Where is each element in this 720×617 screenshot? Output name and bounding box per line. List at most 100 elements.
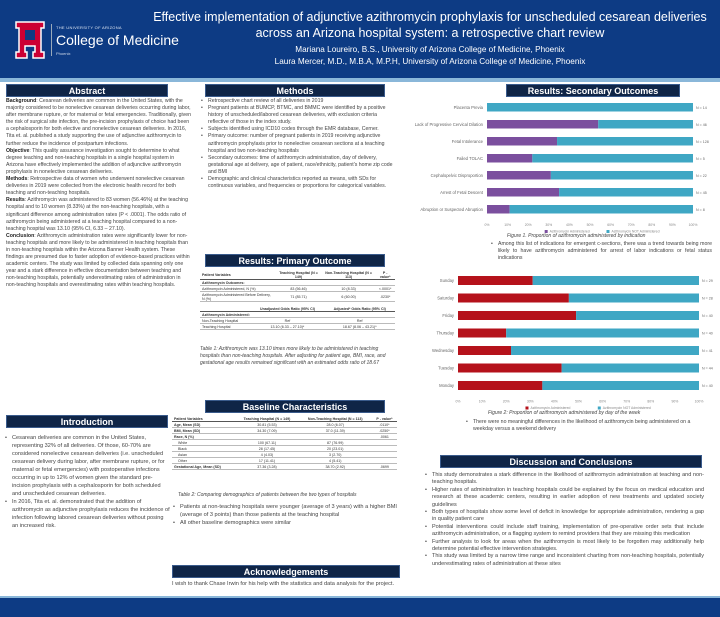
methods-bullet: Primary outcome: number of pregnant pati… — [200, 133, 395, 154]
x-tick-label: 30% — [527, 400, 534, 404]
poster-title: Effective implementation of adjunctive a… — [153, 10, 707, 40]
header-stripe — [0, 78, 720, 82]
x-tick-label: 0% — [485, 223, 490, 227]
table-cell: 17 (11.41) — [235, 457, 299, 464]
legend-swatch — [544, 230, 548, 233]
table-header: Adjusted* Odds Ratio (95% CI) — [324, 306, 395, 312]
methods-heading: Methods — [205, 84, 385, 97]
figure-2-bullet: There were no meaningful differences in … — [465, 419, 710, 433]
acknowledgements-heading: Acknowledgements — [172, 565, 400, 578]
bar-segment-not-administered — [506, 328, 699, 338]
n-label: N = 40 — [702, 314, 713, 318]
category-label: Sunday — [440, 278, 455, 283]
table-cell: 3 (2.70) — [298, 451, 372, 458]
table-header: Patient Variables — [200, 270, 276, 280]
table-row: Azithromycin Administered: — [200, 311, 395, 318]
table-cell: 37.36 (3.28) — [235, 463, 299, 470]
bar-segment-administered — [458, 346, 512, 355]
author-1: Mariana Loureiro, B.S., University of Ar… — [295, 45, 565, 54]
table-header-row: Patient Variables Teaching Hospital (N =… — [200, 270, 395, 280]
x-tick-label: 40% — [551, 400, 558, 404]
discussion-bullet: This study demonstrates a stark differen… — [424, 472, 704, 487]
table-cell: Asian — [172, 451, 236, 458]
table-row: Age, Mean (SD) 30.81 (5.53) 28.0 (6.07) .01… — [172, 421, 397, 428]
category-label: Abruption or Suspected Abruption — [420, 207, 483, 212]
legend-swatch — [525, 406, 529, 410]
x-tick-label: 80% — [648, 223, 655, 227]
university-name: THE UNIVERSITY OF ARIZONA — [56, 25, 122, 30]
methods-bullet: Demographic and clinical characteristics… — [200, 176, 395, 190]
category-label: Failed TOLAC — [457, 156, 483, 161]
bar-segment-not-administered — [568, 293, 699, 303]
figure-1-caption: Figure 1. Proportion of azithromycin adm… — [507, 233, 646, 239]
table-header-row: Unadjusted Odds Ratio (95% CI) Adjusted*… — [200, 306, 395, 312]
category-label: Cephalopelvic Disproportion — [431, 173, 484, 178]
n-label: N = 40 — [702, 332, 713, 336]
table-cell: 37.0 (11.39) — [298, 427, 372, 434]
table-header: P - value* — [371, 416, 397, 422]
primary-outcome-heading: Results: Primary Outcome — [205, 254, 385, 267]
table-cell: 30.81 (5.53) — [235, 421, 299, 428]
baseline-heading: Baseline Characteristics — [205, 400, 385, 413]
x-tick-label: 100% — [689, 223, 698, 227]
table-header: P - value* — [375, 270, 395, 280]
category-label: Placenta Previa — [454, 105, 484, 110]
table-cell: Teaching Hospital — [200, 323, 251, 330]
baseline-table: Patient Variables Teaching Hospital (N =… — [172, 416, 397, 470]
table-header: Non-Teaching Hospital (N = 113) — [298, 416, 372, 422]
table-row: Teaching Hospital 13.10 (6.33 – 27.10)* … — [200, 323, 395, 330]
table-cell: 20 (23.01) — [298, 445, 372, 452]
authors: Mariana Loureiro, B.S., University of Ar… — [150, 44, 710, 68]
x-tick-label: 20% — [503, 400, 510, 404]
discussion-list: This study demonstrates a stark differen… — [424, 472, 704, 568]
discussion-bullet: Further analysis to look for areas when … — [424, 539, 704, 554]
methods-text: : Retrospective data of women who underw… — [6, 176, 185, 197]
baseline-list: Patients at non-teaching hospitals were … — [172, 503, 397, 527]
legend-swatch — [597, 406, 601, 410]
discussion-bullet: Both types of hospitals show some level … — [424, 509, 704, 524]
bar-segment-not-administered — [511, 346, 699, 355]
introduction-list: Cesarean deliveries are common in the Un… — [4, 434, 170, 530]
acknowledgements-text: I wish to thank Chase Irwin for his help… — [172, 581, 394, 587]
bar-segment-administered — [487, 154, 533, 163]
x-tick-label: 50% — [587, 223, 594, 227]
table-cell: .0250* — [371, 427, 397, 434]
figure-2-caption: Figure 2: Proportion of azithromycin adm… — [488, 410, 641, 416]
bar-segment-administered — [487, 171, 551, 180]
table-row: Race, N (%) .0061 — [172, 433, 397, 440]
methods-bullet: Secondary outcomes: time of azithromycin… — [200, 155, 395, 176]
bar-segment-administered — [487, 137, 558, 146]
table-cell — [371, 451, 397, 458]
intro-bullet: In 2016, Tita et. al. demonstrated that … — [4, 498, 170, 530]
table-cell: BMI, Mean (SD) — [172, 427, 236, 434]
table-1-caption: Table 1: Azithromycin was 13.10 times mo… — [200, 346, 386, 366]
table-cell: Black — [172, 445, 236, 452]
conclusion-text: : Azithromycin administration rates were… — [6, 232, 190, 289]
table-section: Azithromycin Administered: — [200, 311, 395, 318]
table-cell — [298, 433, 372, 440]
category-label: Lack of Progressive Cervical Dilation — [415, 122, 484, 127]
table-cell: Ref — [324, 317, 395, 324]
primary-outcome-table: Patient Variables Teaching Hospital (N =… — [200, 270, 395, 302]
discussion-bullet: This study was limited by a narrow time … — [424, 553, 704, 568]
n-label: N = 29 — [702, 279, 713, 283]
x-tick-label: 90% — [669, 223, 676, 227]
legend-label: Azithromycin Administered — [530, 406, 570, 410]
methods-label: Methods — [6, 176, 28, 183]
campus-name: Phoenix — [56, 51, 71, 56]
legend-swatch — [606, 230, 610, 233]
category-label: Fetal Intolerance — [452, 139, 484, 144]
figure-1-bullet: Among this list of indications for emerg… — [490, 241, 712, 262]
table-cell — [371, 439, 397, 446]
table-cell: Age, Mean (SD) — [172, 421, 236, 428]
table-cell: 38.70 (2.92) — [298, 463, 372, 470]
category-label: Tuesday — [438, 366, 455, 371]
table-cell: .0110* — [371, 421, 397, 428]
bar-segment-administered — [487, 205, 510, 214]
table-row: Gestational Age, Mean (SD) 37.36 (3.28) 38… — [172, 463, 397, 470]
x-tick-label: 60% — [599, 400, 606, 404]
x-tick-label: 30% — [545, 223, 552, 227]
table-row: Black 28 (17.45) 20 (23.01) — [172, 445, 397, 452]
bar-segment-not-administered — [509, 205, 693, 214]
x-tick-label: 50% — [575, 400, 582, 404]
